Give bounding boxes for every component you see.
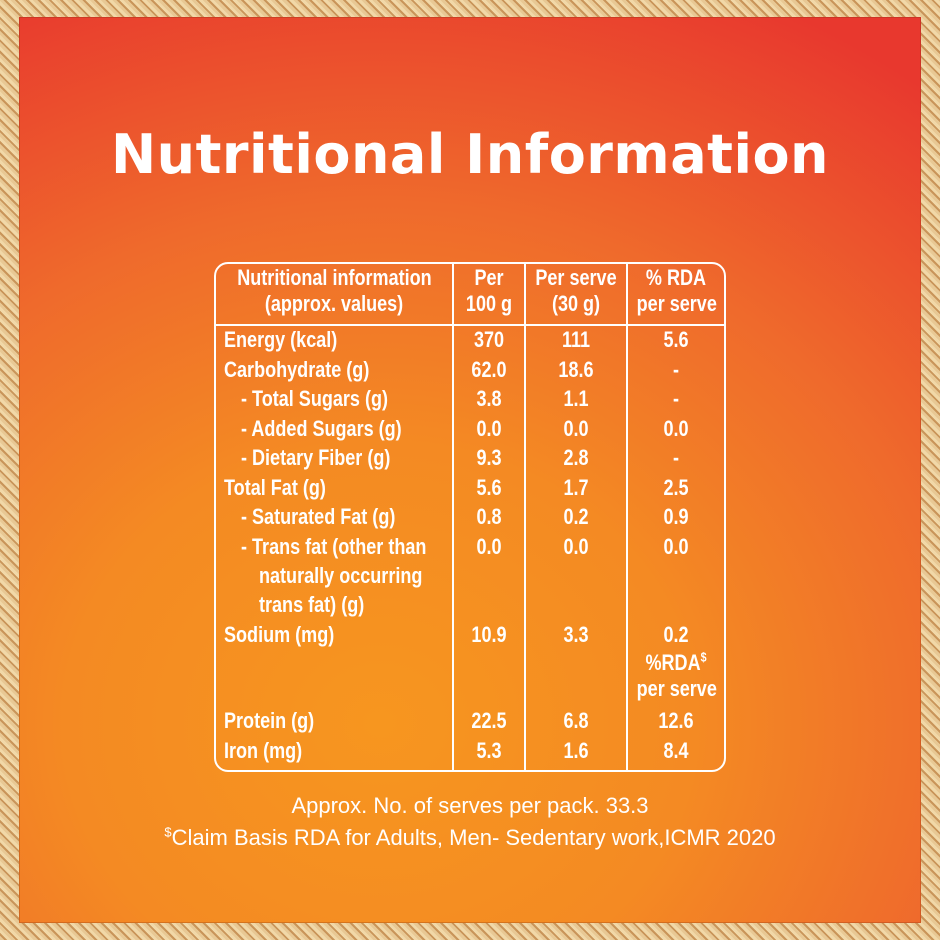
table-cell-per100: 5.3 [476, 738, 502, 763]
table-cell-perServe: 0.2 [563, 504, 589, 529]
header-rda: % RDA per serve [636, 265, 717, 317]
rda-subheader-line1: %RDA$ [645, 649, 707, 675]
column-divider [524, 264, 526, 770]
header-per-100g-line1: Per [474, 265, 504, 290]
header-nutrient-line2: (approx. values) [264, 291, 404, 316]
table-cell-label: trans fat) (g) [259, 592, 365, 617]
rda-subheader-line2: per serve [636, 676, 717, 701]
table-cell-rda: 0.0 [663, 416, 689, 441]
claim-text: Claim Basis RDA for Adults, Men- Sedenta… [171, 825, 776, 850]
table-cell-per100: 0.0 [476, 416, 502, 441]
table-cell-per100: 9.3 [476, 445, 502, 470]
table-cell-perServe: 1.7 [563, 475, 589, 500]
table-cell-rda: 2.5 [663, 475, 689, 500]
background-panel [19, 17, 921, 923]
table-cell-rda: - [672, 386, 679, 411]
table-cell-label: Protein (g) [224, 708, 315, 733]
table-cell-rda: - [672, 445, 679, 470]
table-cell-perServe: 18.6 [558, 357, 594, 382]
table-cell-per100: 5.6 [476, 475, 502, 500]
header-rda-line1: % RDA [645, 265, 707, 290]
table-cell-label: Total Fat (g) [224, 475, 326, 500]
table-cell-label: Carbohydrate (g) [224, 357, 370, 382]
table-cell-label: - Total Sugars (g) [241, 386, 388, 411]
table-cell-per100: 0.0 [476, 534, 502, 559]
serves-note: Approx. No. of serves per pack. 33.3 [291, 793, 649, 818]
table-cell-perServe: 1.6 [563, 738, 589, 763]
header-per-100g-line2: 100 g [465, 291, 513, 316]
table-cell-rda: 8.4 [663, 738, 689, 763]
nutrition-table: Nutritional information (approx. values)… [214, 262, 726, 772]
table-cell-per100: 10.9 [471, 622, 507, 647]
claim-sup: $ [164, 824, 172, 840]
table-cell-perServe: 6.8 [563, 708, 589, 733]
column-divider [626, 264, 628, 770]
table-cell-rda: 0.2 [663, 622, 689, 647]
column-divider [452, 264, 454, 770]
header-nutrient: Nutritional information (approx. values) [237, 265, 431, 317]
page-title: Nutritional Information [110, 123, 830, 186]
table-cell-rda: 0.0 [663, 534, 689, 559]
table-cell-label: - Added Sugars (g) [241, 416, 402, 441]
table-cell-rda: - [672, 357, 679, 382]
table-cell-perServe: 2.8 [563, 445, 589, 470]
table-cell-per100: 370 [473, 327, 505, 352]
table-cell-label: - Saturated Fat (g) [241, 504, 396, 529]
table-cell-label: naturally occurring [259, 563, 423, 588]
table-cell-perServe: 0.0 [563, 416, 589, 441]
header-rda-line2: per serve [636, 291, 717, 316]
table-cell-perServe: 3.3 [563, 622, 589, 647]
table-cell-perServe: 1.1 [563, 386, 589, 411]
table-cell-per100: 0.8 [476, 504, 502, 529]
table-cell-perServe: 0.0 [563, 534, 589, 559]
table-cell-rda: 5.6 [663, 327, 689, 352]
header-divider [216, 324, 724, 326]
claim-note: $Claim Basis RDA for Adults, Men- Sedent… [0, 825, 940, 851]
header-per-serve: Per serve (30 g) [535, 265, 617, 317]
rda-subheader: %RDA$ per serve [636, 649, 717, 702]
header-per-serve-line1: Per serve [535, 265, 617, 290]
table-cell-rda: 12.6 [658, 708, 694, 733]
header-per-serve-line2: (30 g) [551, 291, 601, 316]
header-nutrient-line1: Nutritional information [237, 265, 432, 290]
table-cell-rda: 0.9 [663, 504, 689, 529]
table-cell-per100: 3.8 [476, 386, 502, 411]
header-per-100g: Per 100 g [460, 265, 517, 317]
table-cell-per100: 62.0 [471, 357, 507, 382]
table-cell-label: Energy (kcal) [224, 327, 338, 352]
table-cell-label: - Dietary Fiber (g) [241, 445, 391, 470]
table-cell-label: Iron (mg) [224, 738, 303, 763]
table-cell-perServe: 111 [561, 327, 591, 352]
table-cell-per100: 22.5 [471, 708, 507, 733]
table-cell-label: - Trans fat (other than [241, 534, 427, 559]
table-cell-label: Sodium (mg) [224, 622, 335, 647]
